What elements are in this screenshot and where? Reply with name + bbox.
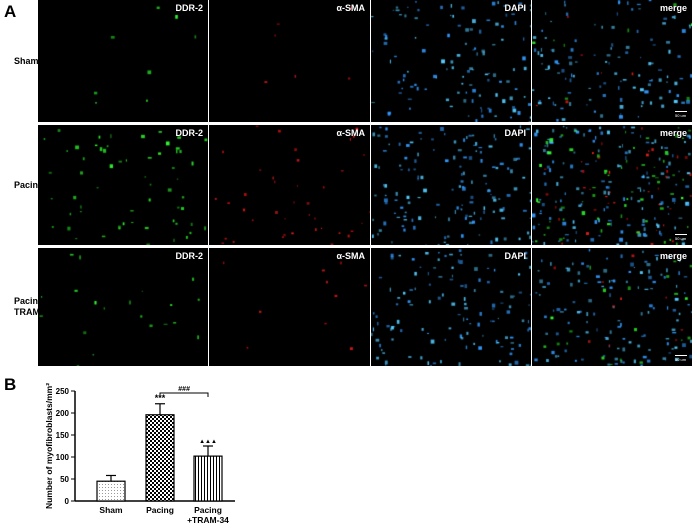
- bar: [193, 455, 223, 502]
- scale-bar: 50 um: [675, 113, 687, 118]
- x-tick-label: Pacing: [146, 505, 174, 515]
- scale-bar: 50 um: [675, 357, 687, 362]
- channel-label: DDR-2: [175, 251, 203, 261]
- panel-a-label: A: [4, 2, 17, 21]
- bar: [145, 414, 175, 502]
- channel-label: DAPI: [504, 128, 526, 138]
- x-tick-label: Pacing: [194, 505, 222, 515]
- row-label: Pacing+ TRAM-34: [14, 296, 54, 317]
- significance-bracket: [159, 392, 209, 397]
- micrograph-tile: DDR-2: [38, 248, 208, 366]
- channel-label: merge: [659, 128, 687, 138]
- x-tick-label: +TRAM-34: [187, 515, 229, 525]
- micrograph-tile: merge 50 um: [532, 248, 692, 366]
- micrograph-tile: DAPI: [371, 248, 531, 366]
- y-axis-label: Number of myofibroblasts/mm²: [44, 383, 54, 509]
- channel-label: DAPI: [504, 251, 526, 261]
- x-tick-label: Sham: [99, 505, 123, 515]
- micrograph-tile: merge 50 um: [532, 125, 692, 245]
- micrograph-tile: DDR-2: [38, 125, 208, 245]
- y-tick-label: 0: [65, 497, 70, 506]
- micrograph-tile: merge 50 um: [532, 0, 692, 122]
- channel-label: α-SMA: [336, 128, 365, 138]
- channel-label: merge: [659, 251, 687, 261]
- bar: [96, 480, 126, 502]
- y-tick-label: 200: [56, 409, 70, 418]
- scale-bar: 50 um: [675, 236, 687, 241]
- significance-label: ###: [178, 386, 190, 393]
- panel-b-label: B: [4, 375, 17, 394]
- micrograph-tile: DDR-2: [38, 0, 208, 122]
- micrograph-tile: α-SMA: [209, 125, 370, 245]
- micrograph-tile: DAPI: [371, 0, 531, 122]
- y-tick-label: 250: [56, 387, 70, 396]
- y-tick-label: 100: [56, 453, 70, 462]
- channel-label: merge: [659, 3, 687, 13]
- y-tick-label: 50: [60, 475, 69, 484]
- channel-label: DAPI: [504, 3, 526, 13]
- micrograph-tile: α-SMA: [209, 248, 370, 366]
- y-tick-label: 150: [56, 431, 70, 440]
- significance-label: ***: [155, 393, 166, 403]
- micrograph-tile: DAPI: [371, 125, 531, 245]
- row-label: Pacing: [14, 180, 44, 190]
- channel-label: DDR-2: [175, 128, 203, 138]
- channel-label: DDR-2: [175, 3, 203, 13]
- channel-label: α-SMA: [336, 3, 365, 13]
- row-label: Sham: [14, 56, 39, 66]
- channel-label: α-SMA: [336, 251, 365, 261]
- significance-label: ▲▲▲: [199, 439, 217, 445]
- micrograph-tile: α-SMA: [209, 0, 370, 122]
